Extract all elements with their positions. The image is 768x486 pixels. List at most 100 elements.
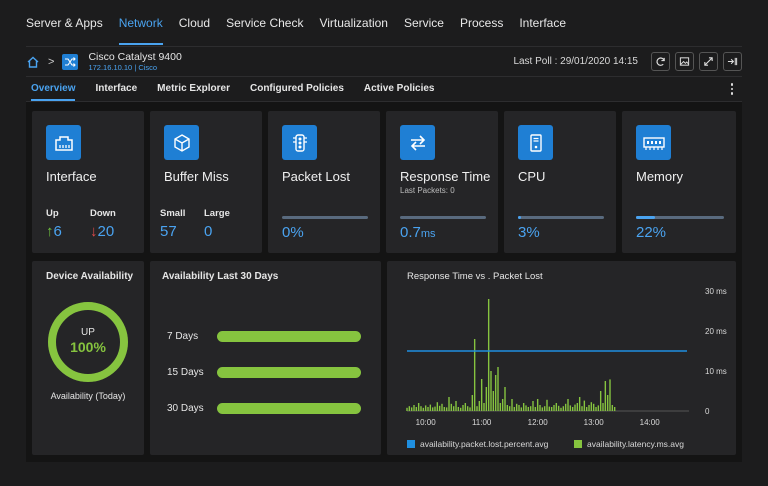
y-tick-label: 20 ms [705, 327, 727, 336]
response-time-subtitle: Last Packets: 0 [400, 186, 455, 195]
image-button[interactable] [675, 52, 694, 71]
cpu-title: CPU [518, 169, 546, 184]
latency-bar [532, 401, 534, 411]
tab-metric-explorer[interactable]: Metric Explorer [157, 83, 230, 94]
latency-bar [506, 405, 509, 411]
memory-card[interactable]: Memory 22% [622, 111, 736, 253]
image-icon [679, 57, 690, 66]
memory-value: 22% [636, 224, 667, 241]
latency-bar [436, 402, 439, 411]
collapse-panel-button[interactable] [723, 52, 742, 71]
latency-bar [536, 399, 539, 411]
x-tick-label: 14:00 [640, 418, 661, 427]
row-label: 7 Days [167, 331, 199, 342]
packet-lost-bar [282, 216, 368, 219]
latency-bar [473, 339, 476, 411]
switch-icon [62, 53, 79, 70]
chart-title: Response Time vs . Packet Lost [407, 271, 543, 282]
latency-bar [522, 403, 525, 411]
cube-icon [164, 125, 199, 160]
latency-bar [529, 406, 532, 411]
tab-active-policies[interactable]: Active Policies [363, 83, 435, 94]
packet-lost-value: 0% [282, 224, 304, 241]
chevron-right-icon: > [48, 55, 55, 68]
latency-bar [504, 387, 506, 411]
cpu-server-icon [518, 125, 553, 160]
latency-bar [483, 403, 485, 411]
y-tick-label: 0 [705, 407, 710, 416]
tab-configured-policies[interactable]: Configured Policies [249, 83, 344, 94]
more-options-icon[interactable] [730, 83, 734, 95]
latency-bar [525, 405, 527, 411]
availability-caption: Availability (Today) [50, 391, 126, 401]
latency-bar [494, 375, 497, 411]
latency-bar [546, 399, 548, 411]
nav-service-check[interactable]: Service Check [226, 15, 304, 30]
interface-port-icon [46, 125, 81, 160]
latency-bar [576, 403, 579, 411]
collapse-panel-icon [727, 57, 738, 66]
latency-bar [487, 299, 490, 411]
home-icon[interactable] [26, 55, 40, 69]
last-poll-label: Last Poll : [513, 56, 558, 67]
refresh-button[interactable] [651, 52, 670, 71]
device-subtitle: 172.16.10.10 | Cisco [88, 63, 158, 72]
x-tick-label: 12:00 [528, 418, 549, 427]
tab-interface[interactable]: Interface [95, 83, 138, 94]
nav-service[interactable]: Service [403, 15, 444, 30]
legend-label: availability.packet.lost.percent.avg [420, 439, 549, 449]
nav-virtualization[interactable]: Virtualization [319, 15, 388, 30]
latency-bar [557, 405, 560, 411]
latency-bar [415, 407, 418, 411]
nav-interface[interactable]: Interface [519, 15, 567, 30]
response-time-card[interactable]: Response Time Last Packets: 0 0.7ms [386, 111, 498, 253]
x-tick-label: 10:00 [416, 418, 437, 427]
buffer-miss-card[interactable]: Buffer Miss Small Large 57 0 [150, 111, 262, 253]
latency-bar [599, 391, 602, 411]
latency-bar [515, 403, 518, 411]
interface-up-label: Up [46, 208, 59, 219]
interface-card[interactable]: Interface Up Down ↑6 ↓20 [32, 111, 144, 253]
latency-bar [427, 407, 429, 411]
latency-bar [534, 407, 537, 411]
nav-server-apps[interactable]: Server & Apps [26, 15, 103, 30]
x-tick-label: 11:00 [472, 418, 492, 427]
last-poll-value: 29/01/2020 14:15 [560, 56, 638, 67]
latency-bar [464, 403, 467, 411]
latency-bar [501, 399, 504, 411]
latency-bar [613, 407, 616, 411]
memory-chip-icon [636, 125, 671, 160]
nav-process[interactable]: Process [459, 15, 504, 30]
nav-cloud[interactable]: Cloud [178, 15, 211, 30]
latency-bar [574, 404, 576, 411]
tab-overview[interactable]: Overview [31, 77, 76, 101]
device-header: > Cisco Catalyst 9400 172.16.10.10 | Cis… [26, 46, 742, 76]
latency-bar [478, 401, 481, 411]
availability-percent: 100% [70, 339, 106, 355]
latency-bar [571, 407, 574, 411]
latency-bar [443, 407, 446, 411]
availability-row-15-days: 15 Days [167, 367, 361, 378]
legend-packet-lost: availability.packet.lost.percent.avg [407, 439, 548, 449]
cpu-card[interactable]: CPU 3% [504, 111, 616, 253]
latency-bar [553, 405, 555, 411]
arrow-down-icon: ↓ [90, 223, 98, 240]
interface-title: Interface [46, 169, 97, 184]
buffer-small-label: Small [160, 208, 186, 219]
latency-bar [499, 403, 502, 411]
latency-bar [520, 407, 523, 411]
latency-bar [555, 403, 558, 411]
nav-network[interactable]: Network [118, 2, 163, 45]
latency-bar [429, 404, 432, 411]
expand-button[interactable] [699, 52, 718, 71]
latency-bar [450, 403, 453, 411]
device-availability-panel: Device Availability UP 100% Availability… [32, 261, 144, 455]
latency-bar [492, 391, 495, 411]
arrows-exchange-icon [400, 125, 435, 160]
latency-bar [408, 406, 411, 411]
memory-title: Memory [636, 169, 683, 184]
latency-bar [550, 407, 553, 411]
packet-lost-card[interactable]: Packet Lost 0% [268, 111, 380, 253]
latency-bar [548, 406, 551, 411]
latency-bar [466, 406, 469, 411]
